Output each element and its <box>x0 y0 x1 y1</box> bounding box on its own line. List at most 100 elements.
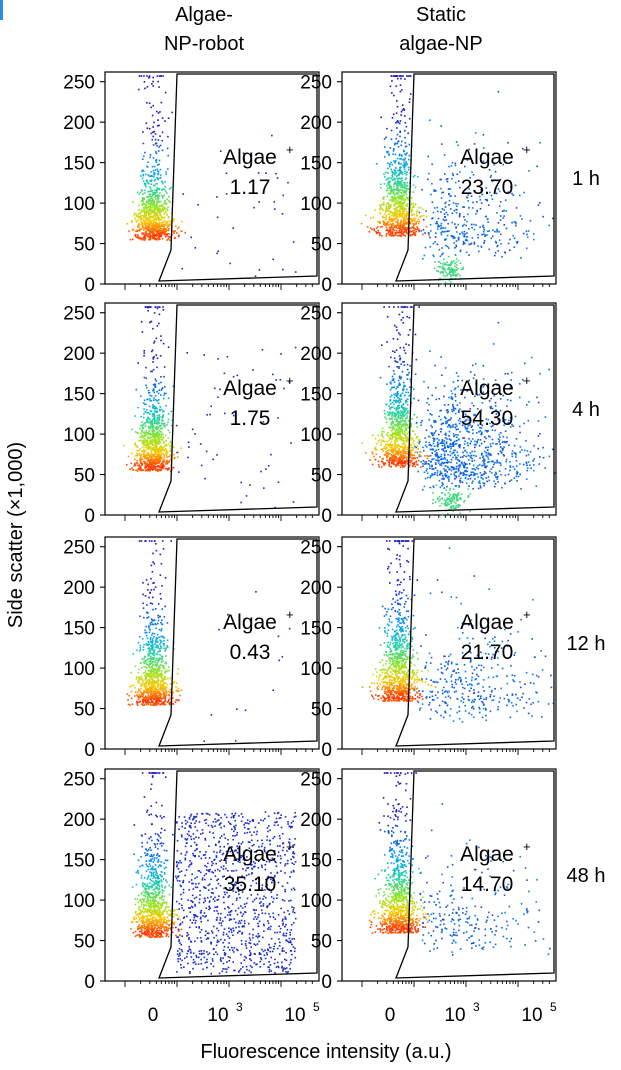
scatter-point <box>181 220 183 223</box>
scatter-point <box>396 75 399 77</box>
gate-outline <box>395 73 555 282</box>
scatter-point <box>411 465 414 467</box>
scatter-point <box>403 425 405 428</box>
scatter-point <box>151 206 153 209</box>
scatter-point <box>416 228 418 231</box>
scatter-point <box>463 234 466 236</box>
scatter-point <box>471 468 474 470</box>
scatter-point <box>408 143 411 146</box>
scatter-point <box>440 233 443 236</box>
scatter-point <box>384 443 387 446</box>
corner-mark <box>0 0 3 20</box>
scatter-point <box>388 457 391 459</box>
scatter-point <box>391 415 393 417</box>
scatter-point <box>401 209 404 211</box>
scatter-point <box>406 388 408 391</box>
gate-label-superscript: + <box>286 142 294 157</box>
scatter-point <box>133 465 136 467</box>
scatter-point <box>397 178 399 180</box>
scatter-point <box>401 417 404 419</box>
scatter-point <box>398 428 401 430</box>
scatter-point <box>395 175 398 178</box>
scatter-point <box>217 396 219 399</box>
scatter-point <box>452 271 455 274</box>
scatter-point <box>151 440 153 443</box>
scatter-point <box>162 442 165 444</box>
scatter-point <box>396 437 399 440</box>
scatter-point <box>143 229 145 231</box>
scatter-point <box>457 144 459 147</box>
scatter-point <box>263 487 265 489</box>
scatter-point <box>141 203 144 205</box>
scatter-point <box>142 180 145 183</box>
scatter-point <box>159 168 162 171</box>
scatter-point <box>513 221 516 223</box>
scatter-point <box>457 203 459 205</box>
scatter-point <box>145 384 147 387</box>
scatter-point <box>399 120 402 122</box>
scatter-point <box>409 459 412 462</box>
scatter-point <box>391 411 394 414</box>
scatter-point <box>463 473 466 476</box>
scatter-point <box>152 144 155 146</box>
scatter-point <box>399 357 402 360</box>
scatter-point <box>270 453 272 456</box>
scatter-point <box>154 434 156 437</box>
scatter-point <box>454 454 456 456</box>
scatter-point <box>139 212 142 214</box>
scatter-point <box>282 268 284 271</box>
scatter-point <box>404 455 406 457</box>
scatter-point <box>429 475 432 477</box>
scatter-point <box>368 230 371 233</box>
scatter-point <box>402 433 404 435</box>
scatter-point <box>450 281 452 283</box>
scatter-point <box>390 211 392 214</box>
scatter-point <box>177 451 180 454</box>
scatter-point <box>438 277 441 280</box>
scatter-point <box>160 228 162 230</box>
scatter-point <box>158 461 161 464</box>
scatter-point <box>401 404 403 407</box>
scatter-point <box>382 450 384 452</box>
scatter-point <box>145 179 148 182</box>
scatter-point <box>167 237 170 240</box>
scatter-point <box>144 214 146 216</box>
scatter-point <box>158 422 160 424</box>
scatter-point <box>161 195 164 198</box>
scatter-point <box>454 254 457 256</box>
scatter-point <box>388 210 390 213</box>
scatter-point <box>397 379 400 382</box>
gate-percent: 1.17 <box>230 176 271 199</box>
scatter-point <box>145 220 148 222</box>
scatter-point <box>491 407 494 410</box>
scatter-point <box>156 410 158 413</box>
scatter-point <box>499 219 502 221</box>
scatter-point <box>405 189 408 192</box>
scatter-point <box>539 141 541 144</box>
scatter-point <box>392 113 395 116</box>
scatter-point <box>177 471 180 473</box>
scatter-point <box>397 450 400 453</box>
scatter-point <box>388 177 390 179</box>
scatter-point <box>399 168 401 170</box>
scatter-point <box>139 455 142 457</box>
scatter-point <box>138 75 141 77</box>
scatter-point <box>397 332 400 334</box>
scatter-point <box>155 198 157 200</box>
scatter-point <box>387 452 389 454</box>
scatter-point <box>157 210 159 212</box>
scatter-point <box>139 459 141 461</box>
scatter-point <box>458 446 461 449</box>
scatter-point <box>391 412 394 415</box>
scatter-point <box>389 443 392 445</box>
scatter-point <box>130 220 133 222</box>
scatter-point <box>396 418 398 421</box>
scatter-point <box>161 417 164 419</box>
scatter-point <box>484 465 487 467</box>
scatter-point <box>432 473 435 476</box>
scatter-point <box>487 435 490 437</box>
scatter-point <box>261 154 264 157</box>
scatter-point <box>393 226 396 229</box>
scatter-point <box>455 266 458 269</box>
